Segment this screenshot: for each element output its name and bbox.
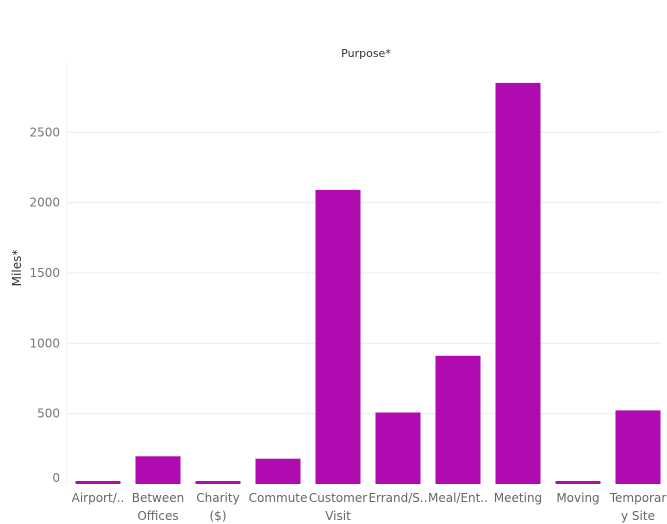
bar-temporar-y-site[interactable] [615, 410, 661, 484]
x-tick-label: Meeting [494, 491, 542, 505]
y-axis-label: Miles* [10, 250, 24, 287]
bars [75, 82, 661, 485]
y-tick-label: 0 [52, 471, 60, 485]
x-tick-label: Meal/Ent.. [428, 491, 488, 505]
y-tick-label: 1500 [29, 266, 60, 280]
x-axis-labels: Airport/.. Between Offices Charity ($) Commut… [72, 491, 667, 523]
chart-title: Purpose* [341, 47, 391, 60]
x-tick-label: Between Offices [132, 491, 185, 523]
bar-moving[interactable] [555, 481, 601, 484]
grid-lines [66, 62, 662, 484]
x-tick-label: Commute [249, 491, 308, 505]
y-tick-label: 1000 [29, 336, 60, 350]
x-tick-label: Temporar y Site [609, 491, 667, 523]
x-tick-label: Charity ($) [196, 491, 239, 523]
bar-commute[interactable] [255, 458, 301, 484]
bar-between-offices[interactable] [135, 456, 181, 484]
y-tick-label: 2000 [29, 196, 60, 210]
x-tick-label: Customer Visit [309, 491, 367, 523]
bar-charity[interactable] [195, 481, 241, 484]
y-axis-ticks: 0 500 1000 1500 2000 2500 [29, 125, 60, 485]
x-tick-label: Moving [556, 491, 599, 505]
bar-meal-ent[interactable] [435, 355, 481, 484]
bar-customer-visit[interactable] [315, 189, 361, 484]
bar-airport[interactable] [75, 481, 121, 484]
y-tick-label: 2500 [29, 125, 60, 139]
x-tick-label: Airport/.. [72, 491, 125, 505]
x-tick-label: Errand/S.. [368, 491, 427, 505]
bar-errand-s[interactable] [375, 412, 421, 485]
bar-meeting[interactable] [495, 82, 541, 485]
y-tick-label: 500 [37, 407, 60, 421]
